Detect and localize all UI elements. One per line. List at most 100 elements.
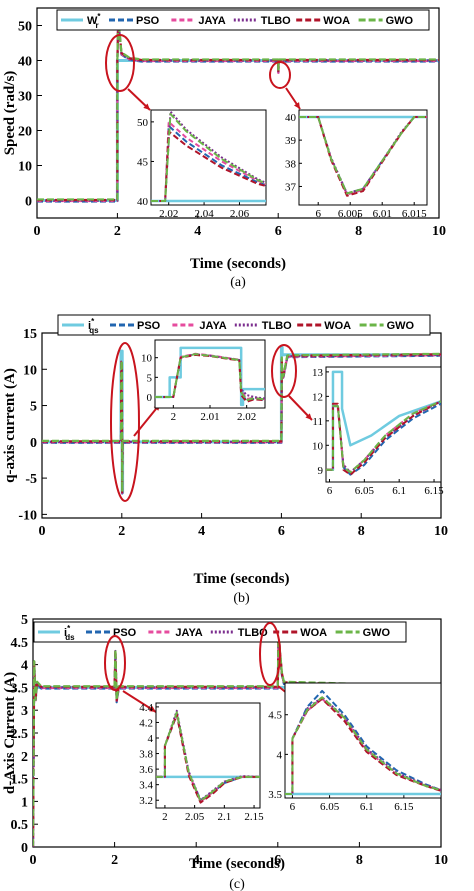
legend: i* qs PSO JAYA TLBO WOA GWO xyxy=(57,314,431,336)
zoom-arrow-head xyxy=(143,103,150,110)
x-tick-label: 0 xyxy=(30,853,37,868)
inset-line-gwo xyxy=(155,353,265,402)
inset-line-gwo xyxy=(299,115,427,195)
inset-x-tick-label: 2.06 xyxy=(230,208,250,220)
x-tick-label: 4 xyxy=(198,524,205,539)
inset-x-tick-label: 6.05 xyxy=(320,801,340,813)
y-tick-label: -10 xyxy=(18,508,37,523)
legend-label-pso: PSO xyxy=(113,627,137,639)
inset-line-gwo xyxy=(326,400,441,474)
y-tick-label: 10 xyxy=(18,160,32,175)
y-tick-label: 4 xyxy=(21,659,28,674)
x-axis-label: Time (seconds) xyxy=(190,256,286,272)
x-tick-label: 0 xyxy=(34,224,41,239)
inset-y-tick-label: 3.4 xyxy=(139,780,153,792)
y-tick-label: 0 xyxy=(30,436,37,451)
inset-x-tick-label: 6.15 xyxy=(424,485,444,497)
panel-caption: (a) xyxy=(230,275,246,290)
legend-label-reference: i* qs xyxy=(88,317,99,335)
inset-y-tick-label: 38 xyxy=(285,158,297,170)
y-tick-label: 4.5 xyxy=(11,636,29,651)
x-tick-label: 0 xyxy=(39,524,46,539)
inset-curves xyxy=(326,370,441,476)
inset-x-tick-label: 6.1 xyxy=(392,485,406,497)
y-tick-label: 0 xyxy=(21,841,28,856)
inset-line-woa xyxy=(299,115,427,197)
y-tick-label: -5 xyxy=(25,472,37,487)
legend-label-woa: WOA xyxy=(300,627,327,639)
inset-curves xyxy=(299,115,427,197)
y-tick-label: 40 xyxy=(18,55,32,70)
x-tick-label: 2 xyxy=(118,524,125,539)
legend-label-tlbo: TLBO xyxy=(238,627,268,639)
inset-x-tick-label: 6 xyxy=(290,801,296,813)
legend-label-reference: W* r xyxy=(87,12,101,30)
zoom-highlight-ellipse xyxy=(271,344,297,398)
inset-y-tick-label: 40 xyxy=(137,196,149,208)
inset-y-tick-label: 50 xyxy=(137,117,149,129)
inset-x-tick-label: 6.005 xyxy=(338,208,363,220)
x-tick-label: 4 xyxy=(194,224,201,239)
zoom-arrow-head xyxy=(305,413,312,420)
y-tick-label: 3.5 xyxy=(11,681,29,696)
x-tick-label: 2 xyxy=(114,224,121,239)
y-tick-label: 1 xyxy=(21,795,28,810)
x-tick-label: 8 xyxy=(356,853,363,868)
inset-curves xyxy=(156,709,260,804)
y-tick-label: 15 xyxy=(23,327,37,342)
inset-curves xyxy=(151,110,266,203)
inset-y-tick-label: 10 xyxy=(141,353,153,365)
panel-c: 0 2 4 6 8 10 0 0.5 1 1.5 2 2.5 3 3.5 4 4.5 5 Time (second… xyxy=(2,613,448,891)
inset-x-tick-label: 2.1 xyxy=(217,811,231,823)
panel-caption: (b) xyxy=(233,591,250,606)
inset-y-tick-label: 3.5 xyxy=(268,789,282,801)
x-axis-label: Time (seconds) xyxy=(194,571,290,587)
inset-line-woa xyxy=(155,353,265,403)
zoom-highlight-ellipse xyxy=(105,34,135,92)
x-tick-label: 10 xyxy=(432,224,446,239)
legend-label-woa: WOA xyxy=(324,320,351,332)
legend-ref-sub: qs xyxy=(89,326,99,335)
legend: i* ds PSO JAYA TLBO WOA GWO xyxy=(33,621,407,643)
y-tick-label: 0 xyxy=(25,195,32,210)
inset-x-tick-label: 2.02 xyxy=(237,411,256,423)
inset-2: 6 6.05 6.1 6.15 9 10 11 12 13 xyxy=(312,366,444,497)
inset-2: 6 6.05 6.1 6.15 3.5 4 4.5 xyxy=(268,682,442,813)
main-curves xyxy=(42,346,441,495)
inset-y-tick-label: 45 xyxy=(137,156,149,168)
y-tick-label: 5 xyxy=(30,400,37,415)
inset-line-tlbo xyxy=(285,696,441,796)
legend-label-gwo: GWO xyxy=(387,320,415,332)
inset-x-tick-label: 6.1 xyxy=(360,801,374,813)
legend-label-jaya: JAYA xyxy=(198,15,225,27)
inset-1: 2.02 2.04 2.06 40 45 50 xyxy=(137,109,267,220)
inset-y-tick-label: 39 xyxy=(285,135,297,147)
legend-label-tlbo: TLBO xyxy=(261,15,291,27)
inset-x-tick-label: 2 xyxy=(171,411,177,423)
inset-x-tick-label: 2.05 xyxy=(185,811,205,823)
inset-y-tick-label: 0 xyxy=(147,392,153,404)
inset-y-tick-label: 4.2 xyxy=(139,717,153,729)
legend-label-jaya: JAYA xyxy=(175,627,202,639)
series-line-gwo xyxy=(33,625,441,846)
inset-line-gwo xyxy=(151,112,266,203)
zoom-highlight-ellipse xyxy=(269,61,291,89)
inset-curves xyxy=(285,689,441,796)
panel-b: 0 2 4 6 8 10 -10 -5 0 5 10 15 Time (seconds) q-axis c… xyxy=(2,314,448,606)
inset-x-tick-label: 6.015 xyxy=(402,208,427,220)
legend-ref-sup: * xyxy=(97,12,101,21)
inset-frame xyxy=(155,702,261,809)
x-tick-label: 6 xyxy=(275,224,282,239)
legend-label-reference: i* ds xyxy=(64,624,75,642)
y-axis-label: q-axis current (A) xyxy=(2,368,18,483)
legend-label-pso: PSO xyxy=(136,15,160,27)
inset-line-gwo xyxy=(285,696,441,796)
inset-x-tick-label: 2.02 xyxy=(159,208,178,220)
inset-x-tick-label: 2 xyxy=(162,811,168,823)
y-tick-label: 0.5 xyxy=(11,818,29,833)
inset-x-tick-label: 6 xyxy=(327,485,333,497)
zoom-highlight-ellipse xyxy=(259,622,281,686)
panel-a: 0 2 4 6 8 10 0 10 20 30 40 50 Time (seconds) Speed (r… xyxy=(2,7,446,290)
legend: W* r PSO JAYA TLBO WOA GWO xyxy=(56,9,430,31)
inset-y-tick-label: 3.8 xyxy=(139,749,153,761)
